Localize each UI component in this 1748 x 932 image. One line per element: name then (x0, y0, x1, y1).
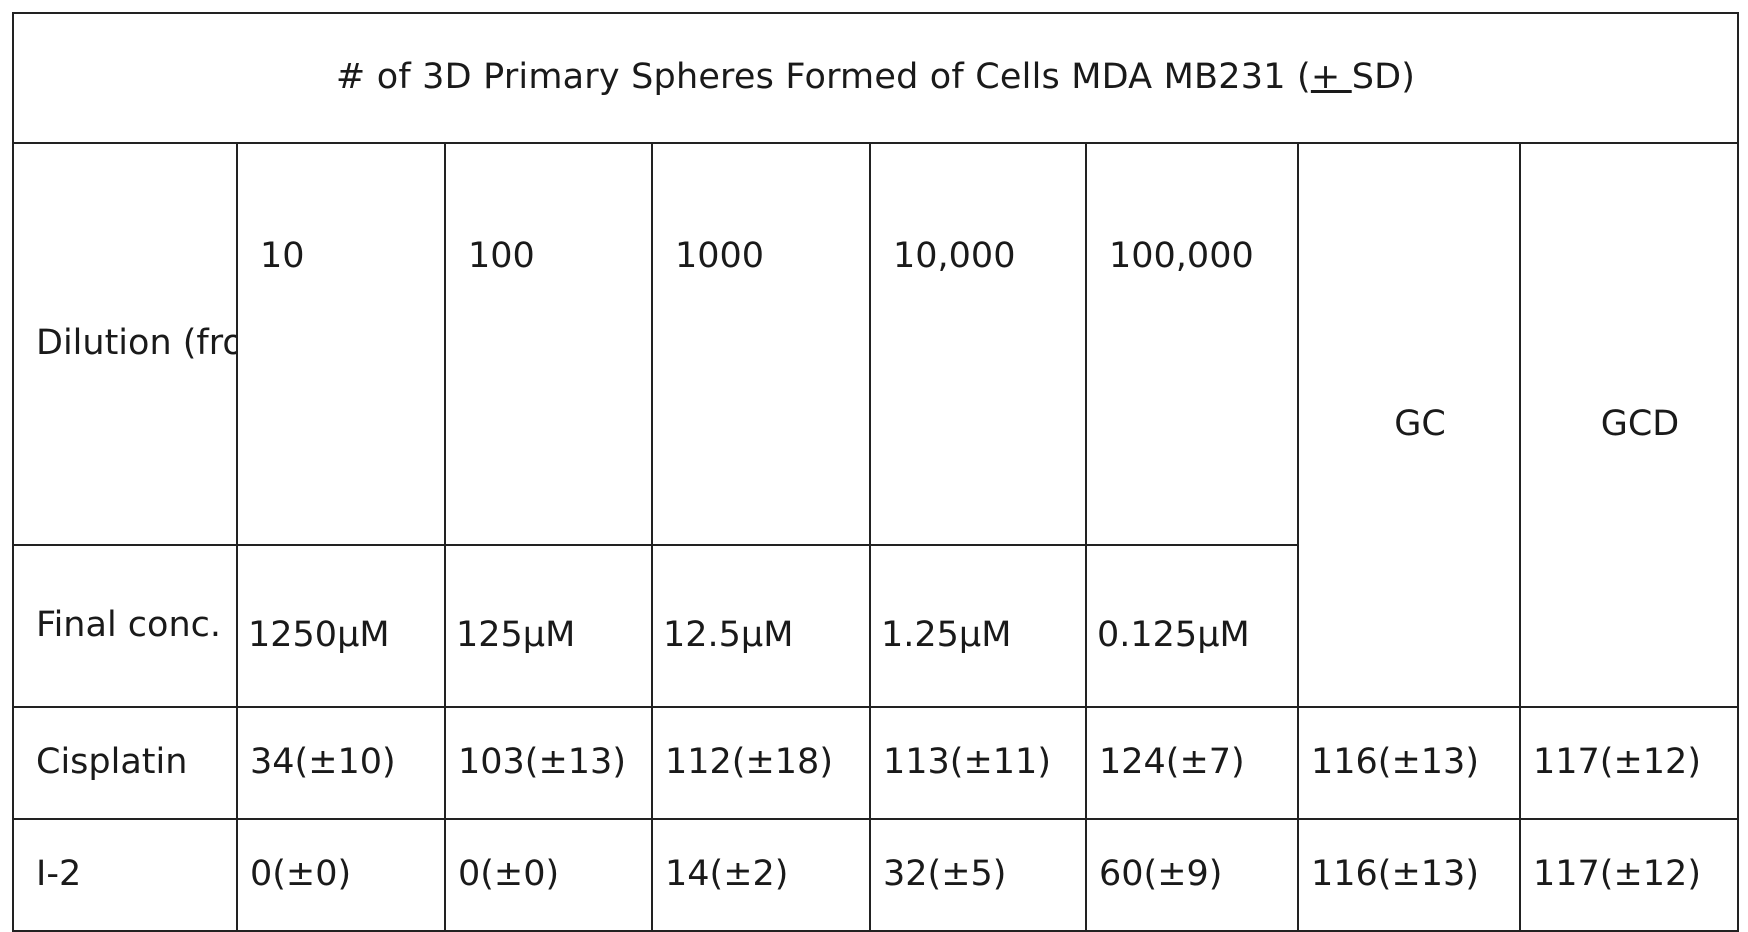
title-prefix: # of 3D Primary Spheres Formed of Cells … (336, 57, 1311, 97)
i2-value: 116(±13) (1298, 819, 1520, 931)
final-conc-value: 125μM (445, 545, 652, 707)
cisplatin-value: 103(±13) (445, 707, 652, 819)
cisplatin-value: 117(±12) (1520, 707, 1738, 819)
cisplatin-value: 34(±10) (237, 707, 445, 819)
cisplatin-value: 124(±7) (1086, 707, 1298, 819)
gc-header: GC (1298, 143, 1520, 707)
spheres-table: # of 3D Primary Spheres Formed of Cells … (12, 12, 1739, 932)
title-plus-minus: + (1311, 57, 1352, 97)
cisplatin-value: 116(±13) (1298, 707, 1520, 819)
i2-value: 0(±0) (445, 819, 652, 931)
dilution-value: 10 (237, 143, 445, 545)
dilution-value: 10,000 (870, 143, 1086, 545)
dilution-value: 100 (445, 143, 652, 545)
final-conc-value: 0.125μM (1086, 545, 1298, 707)
i2-value: 14(±2) (652, 819, 870, 931)
gcd-header: GCD (1520, 143, 1738, 707)
final-conc-value: 12.5μM (652, 545, 870, 707)
i2-value: 117(±12) (1520, 819, 1738, 931)
i2-label: I-2 (13, 819, 237, 931)
final-conc-label: Final conc. (13, 545, 237, 707)
final-conc-value: 1.25μM (870, 545, 1086, 707)
title-row: # of 3D Primary Spheres Formed of Cells … (13, 13, 1738, 143)
title-suffix: SD) (1352, 57, 1415, 97)
final-conc-value: 1250μM (237, 545, 445, 707)
cisplatin-row: Cisplatin 34(±10) 103(±13) 112(±18) 113(… (13, 707, 1738, 819)
cisplatin-value: 113(±11) (870, 707, 1086, 819)
i2-value: 60(±9) (1086, 819, 1298, 931)
cisplatin-value: 112(±18) (652, 707, 870, 819)
i2-value: 0(±0) (237, 819, 445, 931)
table-title-text: # of 3D Primary Spheres Formed of Cells … (336, 57, 1415, 97)
dilution-value: 100,000 (1086, 143, 1298, 545)
i2-row: I-2 0(±0) 0(±0) 14(±2) 32(±5) 60(±9) 116… (13, 819, 1738, 931)
table-title: # of 3D Primary Spheres Formed of Cells … (13, 13, 1738, 143)
dilution-value: 1000 (652, 143, 870, 545)
dilution-row: Dilution (from stock of 0.5M) 10 100 100… (13, 143, 1738, 545)
i2-value: 32(±5) (870, 819, 1086, 931)
cisplatin-label: Cisplatin (13, 707, 237, 819)
dilution-label: Dilution (from stock of 0.5M) (13, 143, 237, 545)
